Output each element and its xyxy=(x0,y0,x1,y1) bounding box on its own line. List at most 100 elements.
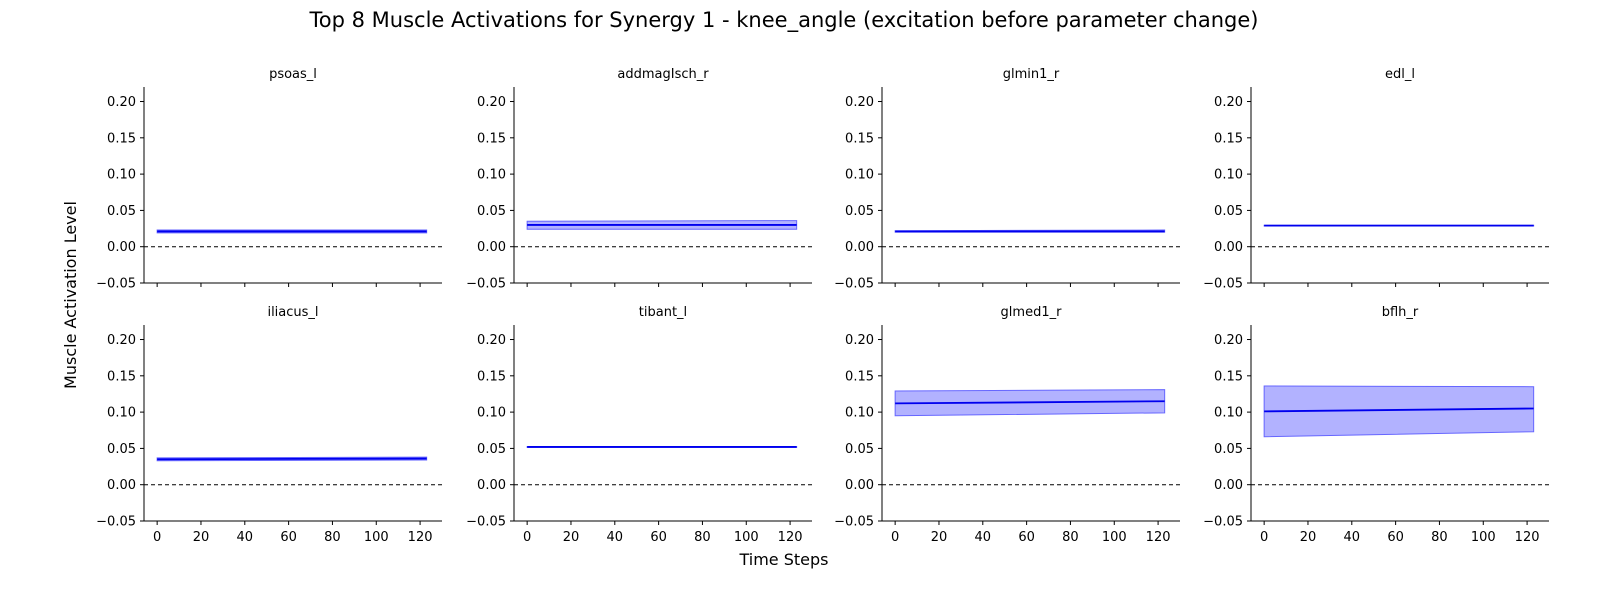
y-tick-label: 0.05 xyxy=(1214,442,1243,457)
y-tick-label: 0.15 xyxy=(1214,131,1243,146)
subplot-title: tibant_l xyxy=(639,305,687,320)
mean-activation-line xyxy=(895,400,1165,405)
x-tick-label: 40 xyxy=(607,530,624,545)
x-tick-label: 100 xyxy=(1471,530,1496,545)
x-tick-label: 20 xyxy=(563,530,580,545)
y-tick-label: 0.10 xyxy=(1214,406,1243,421)
y-tick-label: −0.05 xyxy=(466,515,506,530)
y-tick-label: 0.00 xyxy=(107,478,136,493)
y-tick-label: 0.15 xyxy=(107,369,136,384)
subplot-edl_l: edl_l −0.05 0.00 0.05 0.10 0.15 0.20 xyxy=(1203,67,1549,292)
y-tick-label: 0.20 xyxy=(1214,333,1243,348)
y-tick-label: −0.05 xyxy=(1203,515,1243,530)
y-tick-label: 0.05 xyxy=(107,204,136,219)
y-tick-label: 0.10 xyxy=(845,406,874,421)
y-tick-label: 0.00 xyxy=(477,478,506,493)
subplot-psoas_l: psoas_l −0.05 0.00 0.05 0.10 0.15 0.20 xyxy=(96,67,442,292)
x-tick-label: 40 xyxy=(1344,530,1361,545)
subplot-iliacus_l: iliacus_l −0.05 0.00 0.05 0.10 0.15 0.20 0 20 40 6… xyxy=(96,305,442,545)
x-tick-label: 0 xyxy=(523,530,531,545)
y-tick-label: 0.00 xyxy=(1214,240,1243,255)
x-tick-label: 80 xyxy=(1062,530,1079,545)
x-tick-label: 120 xyxy=(408,530,433,545)
y-tick-label: 0.00 xyxy=(845,478,874,493)
subplot-tibant_l: tibant_l −0.05 0.00 0.05 0.10 0.15 0.20 0 20 40 60… xyxy=(466,305,812,545)
y-tick-label: 0.15 xyxy=(477,369,506,384)
y-tick-label: 0.15 xyxy=(845,131,874,146)
y-tick-label: 0.05 xyxy=(477,204,506,219)
subplot-title: edl_l xyxy=(1385,67,1415,82)
y-tick-label: 0.20 xyxy=(1214,95,1243,110)
y-tick-label: 0.20 xyxy=(107,333,136,348)
x-tick-label: 60 xyxy=(1387,530,1404,545)
x-tick-label: 120 xyxy=(1146,530,1171,545)
subplot-title: glmed1_r xyxy=(1001,305,1063,320)
x-tick-label: 120 xyxy=(1515,530,1540,545)
y-tick-label: 0.15 xyxy=(477,131,506,146)
y-tick-label: 0.00 xyxy=(845,240,874,255)
y-tick-label: 0.20 xyxy=(477,333,506,348)
y-axis-label: Muscle Activation Level xyxy=(61,201,80,389)
y-tick-label: 0.10 xyxy=(477,406,506,421)
subplot-grid: psoas_l−0.050.000.050.100.150.20addmagIs… xyxy=(96,67,1549,545)
subplot-title: addmagIsch_r xyxy=(617,67,709,82)
x-tick-label: 60 xyxy=(280,530,297,545)
x-tick-label: 80 xyxy=(324,530,341,545)
x-tick-label: 40 xyxy=(975,530,992,545)
subplot-addmagIsch_r: addmagIsch_r −0.05 0.00 0.05 0.10 0.15 0.20 xyxy=(466,67,812,292)
subplot-title: iliacus_l xyxy=(267,305,318,320)
y-tick-label: −0.05 xyxy=(96,277,136,292)
x-tick-label: 0 xyxy=(1260,530,1268,545)
x-tick-label: 20 xyxy=(931,530,948,545)
mean-activation-line xyxy=(157,457,427,461)
y-tick-label: 0.20 xyxy=(107,95,136,110)
y-tick-label: −0.05 xyxy=(834,515,874,530)
mean-activation-line xyxy=(1264,407,1534,413)
x-tick-label: 40 xyxy=(237,530,254,545)
y-tick-label: 0.10 xyxy=(1214,168,1243,183)
y-tick-label: 0.00 xyxy=(107,240,136,255)
x-tick-label: 60 xyxy=(650,530,667,545)
y-tick-label: −0.05 xyxy=(96,515,136,530)
y-tick-label: 0.10 xyxy=(107,168,136,183)
figure-title: Top 8 Muscle Activations for Synergy 1 -… xyxy=(309,8,1259,33)
std-band xyxy=(1263,385,1535,438)
x-tick-label: 0 xyxy=(891,530,899,545)
y-tick-label: −0.05 xyxy=(834,277,874,292)
y-tick-label: 0.05 xyxy=(107,442,136,457)
y-tick-label: 0.20 xyxy=(845,95,874,110)
subplot-title: bflh_r xyxy=(1382,305,1419,320)
y-tick-label: 0.05 xyxy=(1214,204,1243,219)
x-tick-label: 100 xyxy=(734,530,759,545)
y-tick-label: 0.05 xyxy=(477,442,506,457)
x-tick-label: 0 xyxy=(153,530,161,545)
x-tick-label: 100 xyxy=(364,530,389,545)
subplot-title: psoas_l xyxy=(269,67,317,82)
x-tick-label: 20 xyxy=(1300,530,1317,545)
y-tick-label: 0.00 xyxy=(1214,478,1243,493)
y-tick-label: 0.10 xyxy=(845,168,874,183)
y-tick-label: 0.10 xyxy=(477,168,506,183)
y-tick-label: 0.20 xyxy=(845,333,874,348)
subplot-glmin1_r: glmin1_r −0.05 0.00 0.05 0.10 0.15 0.20 xyxy=(834,67,1180,292)
subplot-title: glmin1_r xyxy=(1003,67,1060,82)
y-tick-label: 0.00 xyxy=(477,240,506,255)
y-tick-label: 0.15 xyxy=(845,369,874,384)
x-tick-label: 80 xyxy=(694,530,711,545)
y-tick-label: 0.05 xyxy=(845,204,874,219)
y-tick-label: 0.20 xyxy=(477,95,506,110)
x-tick-label: 60 xyxy=(1018,530,1035,545)
y-tick-label: 0.15 xyxy=(107,131,136,146)
y-tick-label: 0.05 xyxy=(845,442,874,457)
y-tick-label: −0.05 xyxy=(1203,277,1243,292)
subplot-bflh_r: bflh_r −0.05 0.00 0.05 0.10 0.15 0.20 0 20 40 60 80… xyxy=(1203,305,1549,545)
y-tick-label: 0.15 xyxy=(1214,369,1243,384)
y-tick-label: −0.05 xyxy=(466,277,506,292)
x-tick-label: 80 xyxy=(1431,530,1448,545)
x-tick-label: 120 xyxy=(778,530,803,545)
x-tick-label: 100 xyxy=(1102,530,1127,545)
x-tick-label: 20 xyxy=(193,530,210,545)
x-axis-label: Time Steps xyxy=(738,550,828,569)
subplot-glmed1_r: glmed1_r −0.05 0.00 0.05 0.10 0.15 0.20 0 20 40 60… xyxy=(834,305,1180,545)
